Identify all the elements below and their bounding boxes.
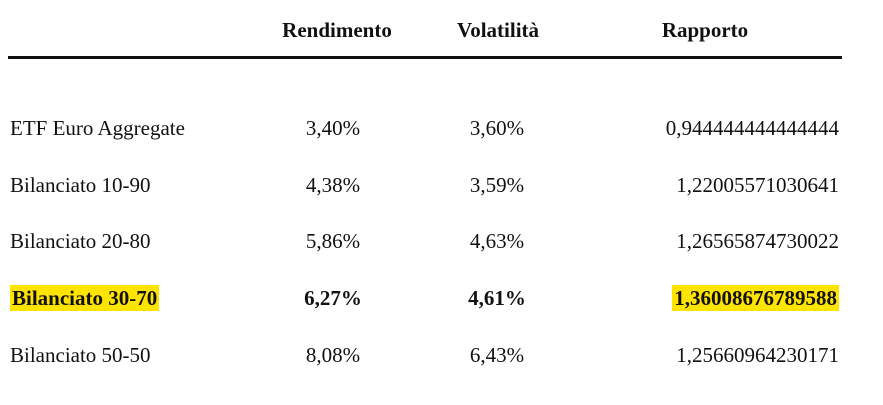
table-cell: 6,43% [469,343,525,367]
row-label: Bilanciato 20-80 [10,229,151,253]
table-cell: 1,36008676789588 [672,285,839,311]
table-cell: 0,944444444444444 [665,116,839,140]
table-cell: 5,86% [305,229,361,253]
table-cell: 3,59% [469,173,525,197]
table-cell: 8,08% [305,343,361,367]
table-cell: 1,25660964230171 [676,343,839,367]
header-rule [8,56,842,59]
table-cell: 4,63% [469,229,525,253]
table-cell: 1,26565874730022 [676,229,839,253]
column-header: Rendimento [282,18,392,42]
row-label: Bilanciato 50-50 [10,343,151,367]
table-cell: 1,22005571030641 [676,173,839,197]
row-label: ETF Euro Aggregate [10,116,185,140]
table-cell: 4,61% [468,286,526,310]
row-label: Bilanciato 10-90 [10,173,151,197]
column-header: Rapporto [661,18,749,42]
table-cell: 3,60% [469,116,525,140]
table-cell: 3,40% [305,116,361,140]
table-cell: 6,27% [304,286,362,310]
table-cell: 4,38% [305,173,361,197]
column-header: Volatilità [456,18,540,42]
row-label: Bilanciato 30-70 [10,285,160,311]
